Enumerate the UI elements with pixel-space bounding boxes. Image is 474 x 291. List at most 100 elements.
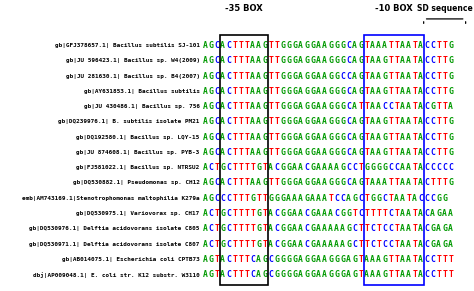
Text: T: T [388, 194, 393, 203]
Text: C: C [388, 102, 393, 111]
Text: G: G [256, 209, 261, 218]
Text: A: A [418, 41, 423, 50]
Text: T: T [388, 270, 393, 279]
Text: C: C [304, 163, 309, 172]
Text: A: A [400, 102, 405, 111]
Text: G: G [280, 56, 285, 65]
Text: T: T [365, 41, 369, 50]
Text: A: A [370, 133, 375, 142]
Text: G: G [280, 178, 285, 187]
Text: G: G [304, 117, 309, 126]
Text: C: C [370, 224, 375, 233]
Text: A: A [448, 209, 453, 218]
Text: G: G [286, 239, 291, 249]
Text: T: T [376, 224, 381, 233]
Text: G: G [280, 209, 285, 218]
Text: C: C [442, 163, 447, 172]
Text: A: A [256, 102, 261, 111]
Text: A: A [256, 72, 261, 81]
Text: T: T [238, 224, 243, 233]
Text: G: G [310, 270, 315, 279]
Text: A: A [334, 239, 339, 249]
Text: A: A [376, 102, 381, 111]
Text: A: A [418, 56, 423, 65]
Text: A: A [418, 239, 423, 249]
Text: G: G [328, 148, 333, 157]
Text: A: A [370, 178, 375, 187]
Text: C: C [382, 224, 387, 233]
Text: gb|JU 430486.1| Bacillus sp. 756: gb|JU 430486.1| Bacillus sp. 756 [84, 104, 200, 109]
Text: T: T [430, 178, 435, 187]
Text: T: T [262, 163, 267, 172]
Text: G: G [430, 224, 435, 233]
Text: G: G [358, 41, 363, 50]
Text: T: T [365, 239, 369, 249]
Text: T: T [245, 133, 249, 142]
Text: C: C [424, 239, 429, 249]
Text: C: C [346, 56, 351, 65]
Text: T: T [274, 133, 279, 142]
Text: T: T [365, 56, 369, 65]
Text: A: A [418, 178, 423, 187]
Text: SD sequence: SD sequence [417, 4, 473, 13]
Text: C: C [346, 133, 351, 142]
Text: C: C [227, 239, 231, 249]
Text: T: T [232, 87, 237, 96]
Text: G: G [262, 148, 267, 157]
Text: T: T [394, 209, 399, 218]
Text: C: C [340, 72, 345, 81]
Text: T: T [394, 224, 399, 233]
Text: A: A [298, 178, 303, 187]
Text: A: A [202, 178, 207, 187]
Text: A: A [400, 72, 405, 81]
Text: C: C [227, 163, 231, 172]
Text: G: G [430, 102, 435, 111]
Text: G: G [382, 133, 387, 142]
Text: T: T [394, 239, 399, 249]
Text: T: T [232, 148, 237, 157]
Text: G: G [274, 270, 279, 279]
Text: A: A [250, 117, 255, 126]
Text: A: A [322, 117, 327, 126]
Text: C: C [388, 239, 393, 249]
Text: A: A [406, 255, 411, 264]
Text: G: G [358, 87, 363, 96]
Text: A: A [202, 239, 207, 249]
Text: T: T [238, 270, 243, 279]
Text: G: G [382, 72, 387, 81]
Text: C: C [209, 224, 213, 233]
Text: T: T [256, 194, 261, 203]
Text: C: C [304, 239, 309, 249]
Text: C: C [346, 41, 351, 50]
Text: G: G [442, 224, 447, 233]
Text: G: G [292, 148, 297, 157]
Text: gb|DQ239976.1| B. subtilis isolate PM21: gb|DQ239976.1| B. subtilis isolate PM21 [58, 119, 200, 124]
Text: A: A [316, 117, 321, 126]
Text: T: T [358, 255, 363, 264]
Text: T: T [214, 163, 219, 172]
Text: C: C [214, 194, 219, 203]
Text: C: C [274, 239, 279, 249]
Text: A: A [370, 102, 375, 111]
Text: T: T [365, 87, 369, 96]
Text: T: T [262, 224, 267, 233]
Text: G: G [448, 72, 453, 81]
Text: A: A [376, 72, 381, 81]
Text: A: A [250, 41, 255, 50]
Text: C: C [424, 255, 429, 264]
Text: A: A [406, 133, 411, 142]
Text: C: C [227, 270, 231, 279]
Text: A: A [370, 72, 375, 81]
Text: A: A [400, 270, 405, 279]
Text: A: A [250, 148, 255, 157]
Text: G: G [382, 56, 387, 65]
Text: C: C [346, 178, 351, 187]
Text: G: G [209, 270, 213, 279]
Text: G: G [382, 255, 387, 264]
Text: G: G [448, 41, 453, 50]
Text: C: C [430, 194, 435, 203]
Text: C: C [209, 239, 213, 249]
Text: gb|DQ530971.1| Delftia acidovorans isolate C807: gb|DQ530971.1| Delftia acidovorans isola… [29, 242, 200, 246]
Text: gb|DQ530976.1| Delftia acidovorans isolate C805: gb|DQ530976.1| Delftia acidovorans isola… [29, 226, 200, 231]
Text: G: G [286, 178, 291, 187]
